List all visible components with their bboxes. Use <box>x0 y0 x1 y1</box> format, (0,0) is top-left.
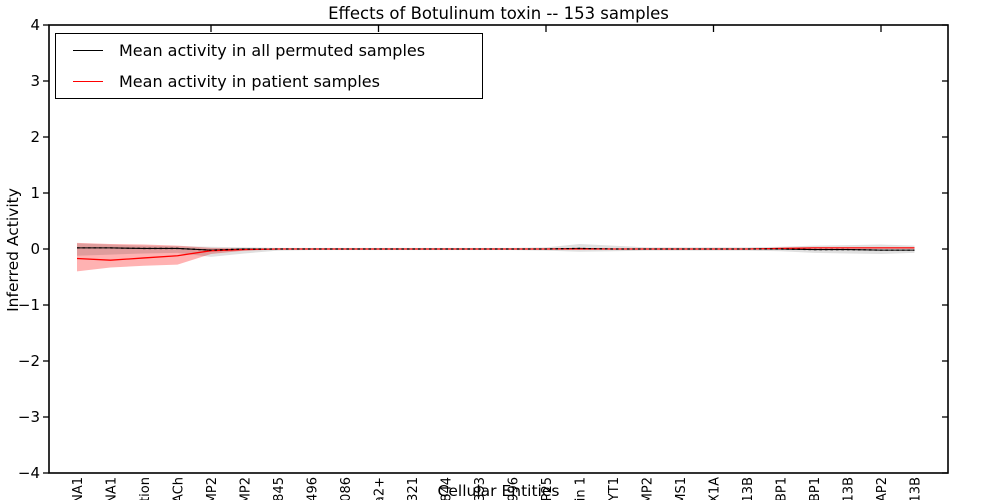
x-tick-label: STX1A <box>708 477 723 500</box>
legend-item-patient: Mean activity in patient samples <box>56 67 482 97</box>
x-tick-label: CHRNA1 <box>71 477 86 500</box>
legend: Mean activity in all permuted samples Me… <box>55 33 483 99</box>
x-tick-label: VAMP2 <box>641 477 656 500</box>
x-tick-label: UniProt:P10845 <box>272 477 287 500</box>
patient-line-swatch <box>73 81 103 83</box>
x-tick-label: STX1A/SNAP25 fragment 1/VAMP2 <box>205 477 220 500</box>
x-tick-label: muscle contraction <box>138 477 153 500</box>
x-tick-label: UniProt:P19321 <box>406 477 421 500</box>
y-tick-label: −3 <box>18 408 40 426</box>
y-tick-label: −4 <box>18 464 40 482</box>
x-tick-label: UniProt:Q60393 <box>473 477 488 500</box>
x-tick-label: ACh/CHRNA1 <box>105 477 120 500</box>
x-tick-label: ACh/Synaptotagmin 1 <box>574 477 589 500</box>
x-tick-label: UniProt:P30996 <box>507 477 522 500</box>
x-tick-label: mol:Ca2+ <box>373 477 388 500</box>
x-tick-label: RAB3GAP2 <box>875 477 890 500</box>
legend-label-permuted: Mean activity in all permuted samples <box>119 40 426 60</box>
legend-label-patient: Mean activity in patient samples <box>119 72 380 92</box>
y-tick-label: −2 <box>18 352 40 370</box>
permuted-line-dashed-overlay <box>77 247 915 251</box>
x-tick-label: mol:ACh <box>172 477 187 500</box>
x-axis-label: Cellular Entities <box>437 482 560 500</box>
chart-title: Effects of Botulinum toxin -- 153 sample… <box>328 4 669 23</box>
x-tick-label: RIMS1 <box>674 477 689 500</box>
x-tick-label: RIMS1/UNC13B <box>741 477 756 500</box>
x-tick-label: RAB3GAP2/RIMS1/UNC13B <box>842 477 857 500</box>
legend-item-permuted: Mean activity in all permuted samples <box>56 35 482 65</box>
x-tick-label: STXBP1 <box>775 477 790 500</box>
x-tick-label: SYT1 <box>607 477 622 500</box>
x-tick-label: CST086 <box>339 477 354 500</box>
x-tick-label: UniProt:Q00496 <box>306 477 321 500</box>
x-tick-label: STXIA/STXBP1 <box>808 477 823 500</box>
y-tick-label: −1 <box>18 296 40 314</box>
y-tick-label: 1 <box>30 184 40 202</box>
x-tick-label: STX1A/SNAP25/VAMP2 <box>239 477 254 500</box>
x-tick-label: UNC13B <box>909 477 924 500</box>
permuted-line-swatch <box>73 49 103 51</box>
x-tick-label: UniProt:P10844 <box>440 477 455 500</box>
permuted-band <box>77 243 915 257</box>
x-tick-label: SNAP25 <box>540 477 555 500</box>
y-tick-label: 3 <box>30 72 40 90</box>
y-tick-label: 2 <box>30 128 40 146</box>
y-tick-label: 4 <box>30 16 40 34</box>
y-tick-label: 0 <box>30 240 40 258</box>
